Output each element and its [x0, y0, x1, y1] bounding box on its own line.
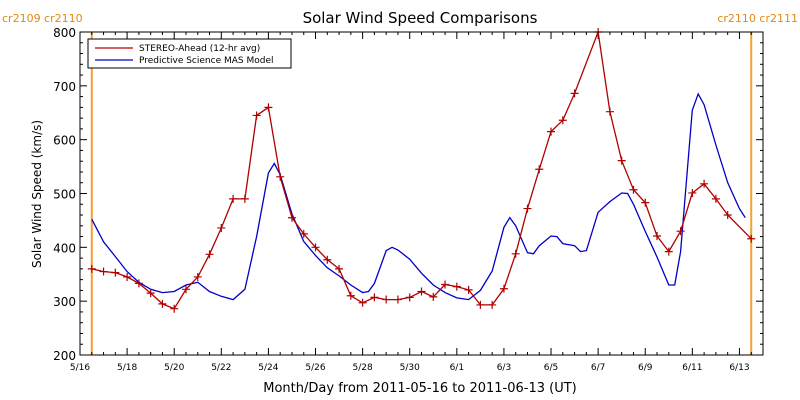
stereo-data-point — [653, 232, 662, 241]
stereo-data-point — [358, 298, 367, 307]
series-layer — [87, 28, 756, 313]
x-tick-label: 6/13 — [729, 363, 749, 373]
y-tick-label: 200 — [53, 349, 76, 363]
stereo-data-point — [170, 304, 179, 313]
x-tick-label: 6/7 — [591, 363, 605, 373]
stereo-data-point — [335, 264, 344, 273]
y-tick-label: 300 — [53, 295, 76, 309]
stereo-data-point — [311, 243, 320, 252]
stereo-data-point — [417, 287, 426, 296]
stereo-data-point — [605, 107, 614, 116]
stereo-data-point — [523, 204, 532, 213]
stereo-data-point — [429, 292, 438, 301]
x-tick-label: 6/1 — [450, 363, 464, 373]
x-tick-label: 6/11 — [682, 363, 702, 373]
x-tick-label: 6/9 — [638, 363, 653, 373]
stereo-data-point — [158, 299, 167, 308]
x-tick-label: 5/26 — [305, 363, 325, 373]
stereo-data-point — [641, 198, 650, 207]
stereo-data-point — [229, 194, 238, 203]
stereo-data-point — [664, 247, 673, 256]
stereo-data-point — [617, 156, 626, 165]
stereo-data-point — [287, 213, 296, 222]
x-tick-label: 5/16 — [70, 363, 90, 373]
stereo-data-point — [323, 255, 332, 264]
stereo-data-point — [452, 282, 461, 291]
stereo-data-point — [217, 223, 226, 232]
y-axis-label: Solar Wind Speed (km/s) — [30, 120, 44, 268]
stereo-data-point — [700, 179, 709, 188]
stereo-data-point — [629, 185, 638, 194]
y-tick-label: 800 — [53, 26, 76, 40]
stereo-data-point — [688, 188, 697, 197]
stereo-data-point — [111, 268, 120, 277]
x-tick-label: 5/18 — [117, 363, 137, 373]
stereo-data-point — [299, 229, 308, 238]
stereo-data-point — [276, 172, 285, 181]
stereo-data-point — [393, 295, 402, 304]
stereo-data-point — [205, 250, 214, 259]
x-tick-label: 5/30 — [400, 363, 420, 373]
stereo-data-point — [570, 89, 579, 98]
stereo-data-point — [547, 127, 556, 136]
stereo-data-point — [264, 103, 273, 112]
legend-box — [87, 38, 292, 69]
legend-label-mas: Predictive Science MAS Model — [139, 56, 274, 66]
stereo-data-point — [181, 285, 190, 294]
stereo-data-point — [711, 194, 720, 203]
stereo-data-point — [464, 285, 473, 294]
stereo-data-point — [511, 249, 520, 258]
y-tick-label: 400 — [53, 241, 76, 255]
stereo-series-line — [91, 32, 752, 310]
plot-frame — [79, 31, 764, 356]
stereo-data-point — [535, 165, 544, 174]
x-tick-label: 6/5 — [544, 363, 558, 373]
stereo-data-point — [476, 300, 485, 309]
mas-series-line — [91, 92, 746, 301]
stereo-data-point — [99, 267, 108, 276]
x-tick-label: 6/3 — [497, 363, 511, 373]
x-tick-label: 5/28 — [353, 363, 373, 373]
x-axis-ticks: 5/16 5/18 5/20 5/22 5/24 5/26 5/28 5/30 6/1 6/3 6/… — [70, 32, 764, 373]
y-tick-label: 500 — [53, 188, 76, 202]
chart-title: Solar Wind Speed Comparisons — [303, 9, 538, 27]
stereo-data-point — [747, 234, 756, 243]
carrington-markers: cr2109 cr2110 cr2110 cr2111 — [2, 12, 798, 355]
carrington-marker-label: cr2109 cr2110 — [2, 12, 83, 25]
stereo-data-point — [676, 227, 685, 236]
stereo-data-point — [499, 284, 508, 293]
x-tick-label: 5/20 — [164, 363, 184, 373]
stereo-data-point — [87, 264, 96, 273]
stereo-data-point — [370, 293, 379, 302]
stereo-data-point — [346, 291, 355, 300]
x-axis-label: Month/Day from 2011-05-16 to 2011-06-13 … — [263, 381, 576, 396]
stereo-data-point — [146, 289, 155, 298]
stereo-data-point — [488, 300, 497, 309]
stereo-data-point — [134, 279, 143, 288]
legend: STEREO-Ahead (12-hr avg) Predictive Scie… — [87, 38, 292, 69]
y-tick-label: 700 — [53, 80, 76, 94]
stereo-data-point — [382, 295, 391, 304]
stereo-data-point — [252, 111, 261, 120]
carrington-marker-label: cr2110 cr2111 — [717, 12, 798, 25]
stereo-data-point — [193, 272, 202, 281]
stereo-data-point — [441, 280, 450, 289]
stereo-data-point — [558, 116, 567, 125]
legend-label-stereo: STEREO-Ahead (12-hr avg) — [139, 44, 260, 54]
y-axis-ticks: 200 300 400 500 600 700 800 — [53, 26, 763, 363]
stereo-data-point — [123, 272, 132, 281]
x-tick-label: 5/22 — [211, 363, 231, 373]
stereo-data-point — [240, 194, 249, 203]
stereo-data-point — [405, 293, 414, 302]
y-tick-label: 600 — [53, 134, 76, 148]
x-tick-label: 5/24 — [258, 363, 278, 373]
stereo-data-point — [723, 211, 732, 220]
